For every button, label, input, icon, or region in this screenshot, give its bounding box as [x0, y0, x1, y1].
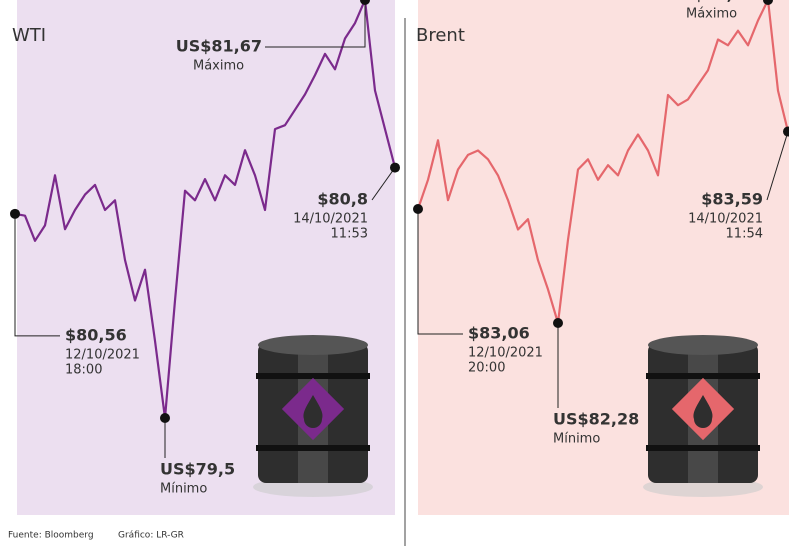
- annotation-value: US$81,67: [176, 37, 262, 56]
- infographic: WTI Brent Fuente: Bloomberg Gráfico: LR-…: [0, 0, 789, 546]
- annotation-value: $80,8: [317, 190, 368, 209]
- point-marker: [10, 209, 20, 219]
- annotation-detail: Mínimo: [553, 432, 600, 447]
- point-marker: [413, 204, 423, 214]
- annotation-detail: Máximo: [686, 7, 737, 22]
- annotation-value: $83,59: [701, 190, 763, 209]
- annotation-detail: 11:54: [726, 227, 763, 242]
- annotation-value: US$79,5: [160, 460, 235, 479]
- point-marker: [553, 318, 563, 328]
- annotation-detail: 14/10/2021: [293, 212, 368, 227]
- wti-title: WTI: [12, 25, 46, 46]
- annotation-detail: Máximo: [193, 59, 244, 74]
- brent-title: Brent: [416, 25, 465, 46]
- annotation-detail: 14/10/2021: [688, 212, 763, 227]
- annotation-value: $80,56: [65, 325, 127, 344]
- point-marker: [160, 413, 170, 423]
- barrel: [253, 335, 373, 497]
- annotation-detail: 18:00: [65, 362, 102, 377]
- point-marker: [390, 163, 400, 173]
- annotation-detail: 12/10/2021: [65, 347, 140, 362]
- annotation-detail: Mínimo: [160, 482, 207, 497]
- annotation-value: $83,06: [468, 324, 530, 343]
- barrel: [643, 335, 763, 497]
- annotation-detail: 12/10/2021: [468, 346, 543, 361]
- annotation-value: US$84,49: [669, 0, 755, 4]
- annotation-value: US$82,28: [553, 410, 639, 429]
- annotation-detail: 20:00: [468, 361, 505, 376]
- credit: Gráfico: LR-GR: [118, 531, 184, 541]
- annotation-detail: 11:53: [331, 227, 368, 242]
- source: Fuente: Bloomberg: [8, 531, 94, 541]
